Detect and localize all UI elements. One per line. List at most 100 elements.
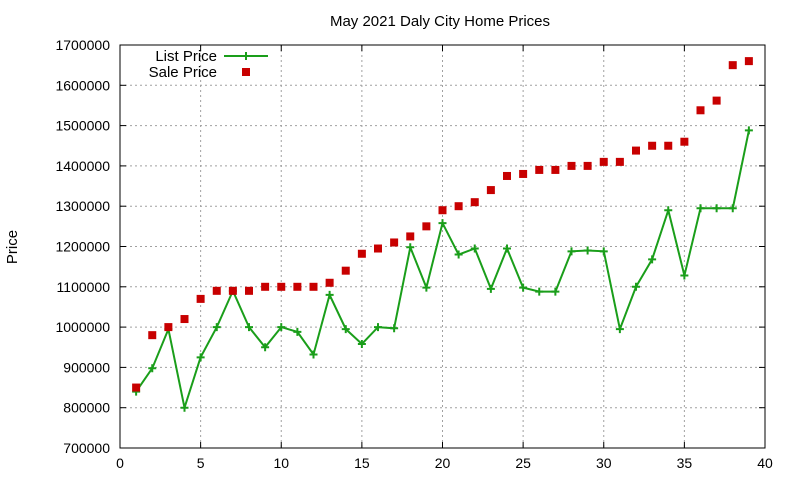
sale-price-point	[470, 198, 479, 207]
y-tick-label: 800000	[63, 400, 110, 416]
list-price-point	[486, 284, 495, 293]
y-tick-label: 1400000	[55, 158, 110, 174]
sale-price-point	[212, 286, 221, 295]
list-price-point	[390, 324, 399, 333]
list-price-point	[535, 287, 544, 296]
list-price-point	[212, 323, 221, 332]
list-price-point	[664, 206, 673, 215]
sale-price-point	[132, 383, 141, 392]
sale-price-point	[744, 57, 753, 66]
sale-price-point	[535, 165, 544, 174]
list-price-point	[341, 325, 350, 334]
sale-price-point	[293, 282, 302, 291]
y-tick-label: 1500000	[55, 118, 110, 134]
y-tick-label: 1000000	[55, 319, 110, 335]
list-price-point	[454, 250, 463, 259]
legend-marker-sale-price	[242, 68, 250, 76]
sale-price-point	[664, 141, 673, 150]
sale-price-point	[148, 331, 157, 340]
list-price-point	[406, 243, 415, 252]
sale-price-point	[374, 244, 382, 253]
x-tick-label: 30	[596, 455, 612, 471]
sale-price-point	[615, 157, 624, 166]
list-price-point	[615, 325, 624, 334]
list-price-point	[648, 255, 657, 264]
list-price-point	[196, 353, 205, 362]
plot-series	[132, 57, 753, 412]
list-price-point	[632, 282, 640, 291]
legend-label-list-price: List Price	[155, 48, 217, 65]
x-tick-label: 40	[757, 455, 773, 471]
list-price-point	[374, 323, 382, 332]
y-axis-label: Price	[4, 230, 21, 264]
y-tick-label: 900000	[63, 359, 110, 375]
list-price-point	[712, 204, 721, 213]
legend-marker-list-price	[242, 52, 250, 60]
x-tick-label: 10	[273, 455, 289, 471]
grid	[120, 45, 765, 448]
sale-price-point	[632, 146, 640, 155]
list-price-point	[180, 403, 189, 412]
list-price-point	[567, 247, 576, 256]
sale-price-point	[454, 202, 463, 211]
sale-price-point	[503, 171, 511, 180]
sale-price-point	[648, 141, 657, 150]
sale-price-point	[551, 165, 560, 174]
sale-price-point	[180, 315, 189, 324]
axis-ticks: 700000 800000 900000 1000000 1100000 1200000 1…	[55, 37, 773, 471]
sale-price-point	[583, 161, 592, 170]
list-price-point	[148, 364, 157, 373]
sale-price-point	[599, 157, 608, 166]
y-tick-label: 1600000	[55, 77, 110, 93]
list-price-point	[277, 323, 286, 332]
x-tick-label: 5	[197, 455, 205, 471]
x-tick-label: 35	[677, 455, 693, 471]
sale-price-point	[390, 238, 399, 247]
sale-price-point	[519, 169, 528, 178]
sale-price-point	[245, 286, 253, 295]
x-tick-label: 15	[354, 455, 370, 471]
list-price-point	[696, 204, 705, 213]
y-tick-label: 1300000	[55, 198, 110, 214]
legend: List Price Sale Price	[149, 48, 268, 81]
sale-price-point	[728, 61, 737, 70]
list-price-point	[551, 287, 560, 296]
list-price-point	[583, 246, 592, 255]
sale-price-point	[261, 282, 270, 291]
y-tick-label: 1100000	[57, 279, 111, 295]
list-price-point	[470, 244, 479, 253]
list-price-point	[519, 283, 528, 292]
list-price-point	[422, 283, 431, 292]
sale-price-point	[438, 206, 447, 215]
list-price-point	[728, 204, 737, 213]
list-price-point	[261, 343, 270, 352]
sale-price-point	[309, 282, 318, 291]
list-price-point	[357, 340, 366, 349]
y-tick-label: 1200000	[55, 239, 110, 255]
sale-price-point	[228, 286, 237, 295]
list-price-point	[309, 350, 318, 359]
list-price-point	[599, 247, 608, 256]
sale-price-point	[486, 186, 495, 195]
sale-price-point	[406, 232, 415, 241]
y-tick-label: 1700000	[55, 37, 110, 53]
sale-price-point	[680, 137, 689, 146]
list-price-point	[245, 323, 253, 332]
x-tick-label: 20	[435, 455, 451, 471]
sale-price-point	[277, 282, 286, 291]
sale-price-point	[712, 96, 721, 105]
sale-price-point	[164, 323, 173, 332]
sale-price-point	[422, 222, 431, 231]
sale-price-point	[341, 266, 350, 275]
list-price-point	[325, 290, 334, 299]
sale-price-point	[696, 106, 705, 115]
list-price-point	[438, 219, 447, 228]
sale-price-point	[325, 278, 334, 287]
list-price-point	[503, 244, 511, 253]
y-tick-label: 700000	[63, 440, 110, 456]
legend-label-sale-price: Sale Price	[149, 64, 217, 81]
list-price-point	[293, 327, 302, 336]
list-price-point	[680, 271, 689, 280]
sale-price-point	[196, 294, 205, 303]
